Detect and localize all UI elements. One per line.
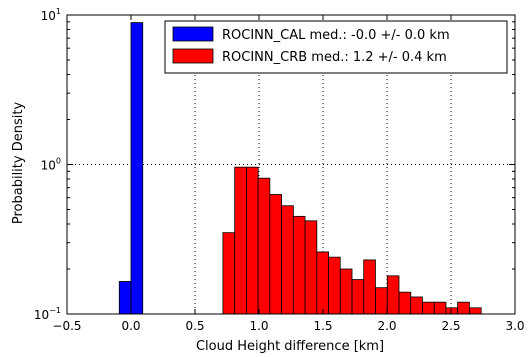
histogram-bar-series-2	[386, 275, 400, 315]
histogram-bar-series-2	[410, 296, 423, 315]
legend-swatch-series-1	[172, 26, 214, 42]
histogram-bar-series-2	[328, 256, 341, 315]
histogram-bar-series-2	[269, 194, 283, 315]
histogram-bar-series-2	[445, 307, 459, 315]
histogram-bar-series-2	[339, 268, 353, 315]
legend: ROCINN_CAL med.: -0.0 +/- 0.0 km ROCINN_C…	[164, 20, 508, 74]
y-axis-label: Probability Density	[11, 102, 26, 225]
histogram-bar-series-2	[234, 166, 247, 315]
plot-area	[67, 15, 515, 315]
x-tick-label: 2.0	[377, 319, 396, 333]
x-tick-label: 0.0	[121, 319, 140, 333]
histogram-bar-series-1	[118, 281, 132, 315]
histogram-bar-series-1	[130, 22, 144, 315]
histogram-bar-series-2	[222, 232, 236, 315]
histogram-bar-series-2	[292, 215, 306, 315]
histogram-bar-series-2	[304, 220, 318, 315]
axes: −0.5 0.0 0.5 1.0 1.5 2.0 2.5 3.0 10−1 100 101	[34, 7, 525, 333]
x-tick-label: −0.5	[52, 319, 81, 333]
histogram-bar-series-2	[375, 287, 388, 315]
histogram-bar-series-2	[257, 177, 271, 315]
legend-swatch-series-2	[172, 48, 214, 64]
histogram-bar-series-2	[422, 301, 435, 315]
histogram-bar-series-2	[433, 301, 447, 315]
legend-box	[164, 20, 508, 74]
y-tick-label: 101	[41, 7, 61, 23]
histogram-bar-series-2	[398, 291, 412, 315]
x-tick-label: 0.5	[185, 319, 204, 333]
x-axis-label: Cloud Height difference [km]	[196, 339, 384, 354]
legend-label-series-1: ROCINN_CAL med.: -0.0 +/- 0.0 km	[222, 28, 450, 43]
x-tick-label: 1.0	[249, 319, 268, 333]
histogram-bar-series-2	[281, 205, 294, 315]
histogram-bar-series-2	[246, 166, 259, 315]
x-tick-label: 1.5	[313, 319, 332, 333]
x-tick-label: 2.5	[441, 319, 460, 333]
histogram-bar-series-2	[457, 301, 470, 315]
y-tick-label: 100	[41, 157, 61, 173]
histogram-bar-series-2	[469, 307, 482, 315]
histogram-bar-series-2	[363, 259, 376, 315]
histogram-bar-series-2	[316, 251, 329, 315]
x-tick-label: 3.0	[505, 319, 524, 333]
y-tick-label: 10−1	[34, 306, 61, 322]
legend-label-series-2: ROCINN_CRB med.: 1.2 +/- 0.4 km	[222, 50, 447, 65]
histogram-bar-series-2	[351, 279, 365, 315]
